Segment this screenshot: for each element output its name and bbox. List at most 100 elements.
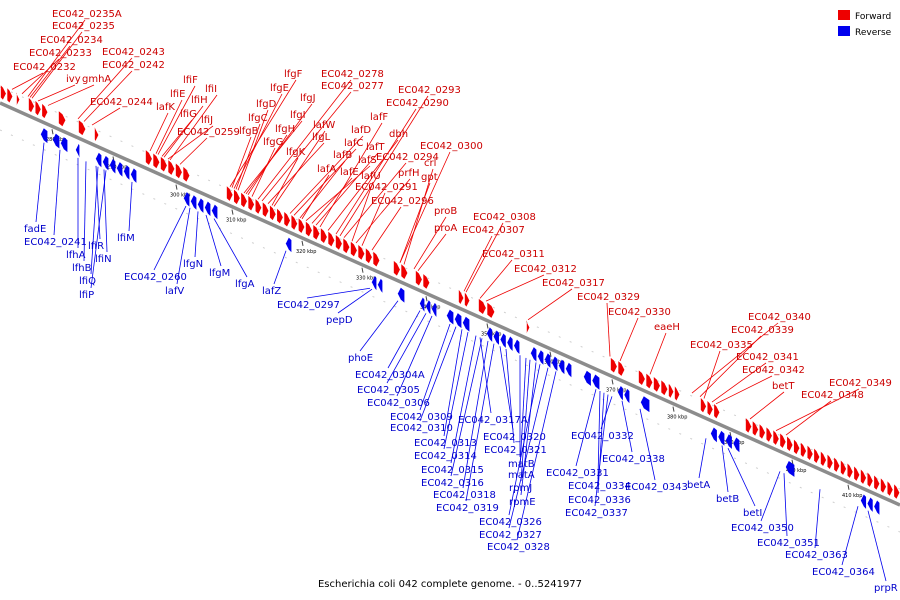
gene-label-lfgm[interactable]: lfgM bbox=[209, 268, 230, 279]
gene-label-lfgf[interactable]: lfgF bbox=[284, 69, 303, 80]
gene-label-ivy[interactable]: ivy bbox=[66, 74, 81, 85]
reverse-gene[interactable] bbox=[197, 198, 204, 213]
gene-label-ec042-0243[interactable]: EC042_0243 bbox=[102, 47, 165, 58]
gene-label-gmha[interactable]: gmhA bbox=[82, 74, 111, 85]
forward-gene[interactable] bbox=[827, 454, 833, 469]
reverse-gene[interactable] bbox=[102, 155, 109, 171]
forward-gene[interactable] bbox=[854, 466, 860, 481]
forward-gene[interactable] bbox=[834, 457, 840, 472]
forward-gene[interactable] bbox=[255, 199, 262, 214]
reverse-gene[interactable] bbox=[860, 494, 867, 509]
gene-label-ec042-0351[interactable]: EC042_0351 bbox=[757, 538, 820, 549]
forward-gene[interactable] bbox=[745, 418, 752, 433]
forward-gene[interactable] bbox=[661, 380, 668, 396]
gene-label-lafu[interactable]: lafU bbox=[361, 171, 381, 182]
gene-label-lafk[interactable]: lafK bbox=[156, 102, 175, 113]
gene-label-pepd[interactable]: pepD bbox=[326, 315, 353, 326]
gene-label-ec042-0313[interactable]: EC042_0313 bbox=[414, 438, 477, 449]
forward-gene[interactable] bbox=[752, 421, 759, 436]
reverse-gene[interactable] bbox=[725, 434, 732, 449]
forward-gene[interactable] bbox=[415, 270, 422, 286]
gene-label-ec042-0308[interactable]: EC042_0308 bbox=[473, 212, 536, 223]
forward-gene[interactable] bbox=[183, 166, 190, 182]
gene-label-lafc[interactable]: lafC bbox=[344, 138, 363, 149]
forward-gene[interactable] bbox=[618, 361, 625, 376]
gene-label-ec042-0320[interactable]: EC042_0320 bbox=[483, 432, 546, 443]
gene-label-lafv[interactable]: lafV bbox=[165, 286, 184, 297]
forward-gene[interactable] bbox=[840, 460, 847, 475]
gene-label-matb[interactable]: matB bbox=[508, 459, 535, 470]
forward-gene[interactable] bbox=[401, 264, 408, 279]
gene-label-ec042-0317[interactable]: EC042_0317 bbox=[542, 278, 605, 289]
gene-label-ec042-0235a[interactable]: EC042_0235A bbox=[52, 9, 122, 20]
forward-gene[interactable] bbox=[269, 205, 276, 221]
forward-gene[interactable] bbox=[487, 302, 495, 318]
gene-label-ec042-0233[interactable]: EC042_0233 bbox=[29, 48, 92, 59]
forward-gene[interactable] bbox=[298, 218, 305, 233]
gene-label-lafw[interactable]: lafW bbox=[313, 120, 335, 131]
gene-label-lafd[interactable]: lafD bbox=[351, 125, 371, 136]
forward-gene[interactable] bbox=[28, 97, 35, 113]
gene-label-lfij[interactable]: lfiJ bbox=[201, 115, 213, 126]
gene-label-lfgl[interactable]: lfgL bbox=[312, 132, 331, 143]
gene-label-ec042-0259[interactable]: EC042_0259 bbox=[177, 127, 240, 138]
gene-label-ec042-0348[interactable]: EC042_0348 bbox=[801, 390, 864, 401]
forward-gene[interactable] bbox=[874, 475, 880, 490]
gene-label-ec042-0334[interactable]: EC042_0334 bbox=[568, 481, 631, 492]
reverse-gene[interactable] bbox=[624, 388, 630, 404]
gene-label-lfim[interactable]: lfiM bbox=[117, 233, 135, 244]
forward-gene[interactable] bbox=[766, 427, 772, 442]
reverse-gene[interactable] bbox=[75, 143, 80, 158]
forward-gene[interactable] bbox=[793, 439, 800, 455]
reverse-gene[interactable] bbox=[183, 192, 190, 207]
forward-gene[interactable] bbox=[653, 377, 660, 392]
gene-label-ec042-0300[interactable]: EC042_0300 bbox=[420, 141, 483, 152]
forward-gene[interactable] bbox=[0, 85, 6, 100]
gene-label-lfgc[interactable]: lfgC bbox=[248, 113, 268, 124]
reverse-gene[interactable] bbox=[718, 430, 725, 446]
gene-label-lfgj[interactable]: lfgJ bbox=[300, 93, 316, 104]
forward-gene[interactable] bbox=[646, 373, 653, 389]
gene-label-rpmj[interactable]: rpmJ bbox=[509, 483, 532, 494]
forward-gene[interactable] bbox=[807, 445, 813, 461]
forward-gene[interactable] bbox=[707, 401, 713, 416]
gene-label-prob[interactable]: proB bbox=[434, 206, 457, 217]
gene-label-ec042-0309[interactable]: EC042_0309 bbox=[390, 412, 453, 423]
reverse-gene[interactable] bbox=[109, 159, 116, 174]
gene-label-ec042-0349[interactable]: EC042_0349 bbox=[829, 378, 892, 389]
forward-gene[interactable] bbox=[464, 292, 470, 307]
gene-label-lfgk[interactable]: lfgK bbox=[286, 147, 306, 158]
forward-gene[interactable] bbox=[674, 386, 680, 401]
gene-label-ec042-0321[interactable]: EC042_0321 bbox=[484, 445, 547, 456]
forward-gene[interactable] bbox=[365, 248, 372, 264]
forward-gene[interactable] bbox=[787, 436, 793, 451]
forward-gene[interactable] bbox=[860, 469, 867, 484]
gene-label-ec042-0314[interactable]: EC042_0314 bbox=[414, 451, 477, 462]
reverse-gene[interactable] bbox=[867, 497, 873, 512]
forward-gene[interactable] bbox=[58, 111, 66, 127]
gene-label-ec042-0318[interactable]: EC042_0318 bbox=[433, 490, 496, 501]
gene-label-lfhb[interactable]: lfhB bbox=[72, 263, 92, 274]
gene-label-ec042-0341[interactable]: EC042_0341 bbox=[736, 352, 799, 363]
gene-label-lfie[interactable]: lfiE bbox=[170, 89, 185, 100]
gene-label-lfga[interactable]: lfgA bbox=[235, 279, 255, 290]
forward-gene[interactable] bbox=[880, 478, 887, 493]
reverse-gene[interactable] bbox=[617, 385, 623, 401]
forward-gene[interactable] bbox=[320, 228, 327, 244]
gene-label-ec042-0312[interactable]: EC042_0312 bbox=[514, 264, 577, 275]
gene-label-lfge[interactable]: lfgE bbox=[270, 83, 289, 94]
forward-gene[interactable] bbox=[867, 472, 873, 487]
forward-gene[interactable] bbox=[328, 231, 335, 247]
gene-label-lafa[interactable]: lafA bbox=[317, 164, 336, 175]
gene-label-dbh[interactable]: dbh bbox=[389, 129, 408, 140]
gene-label-ec042-0332[interactable]: EC042_0332 bbox=[571, 431, 634, 442]
gene-label-ec042-0329[interactable]: EC042_0329 bbox=[577, 292, 640, 303]
reverse-gene[interactable] bbox=[95, 152, 102, 168]
forward-gene[interactable] bbox=[248, 195, 255, 211]
forward-gene[interactable] bbox=[42, 103, 48, 119]
gene-label-ec042-0291[interactable]: EC042_0291 bbox=[355, 182, 418, 193]
gene-label-lfgn[interactable]: lfgN bbox=[183, 259, 203, 270]
gene-label-ec042-0336[interactable]: EC042_0336 bbox=[568, 495, 631, 506]
gene-label-beti[interactable]: betI bbox=[743, 508, 762, 519]
gene-label-ec042-0350[interactable]: EC042_0350 bbox=[731, 523, 794, 534]
